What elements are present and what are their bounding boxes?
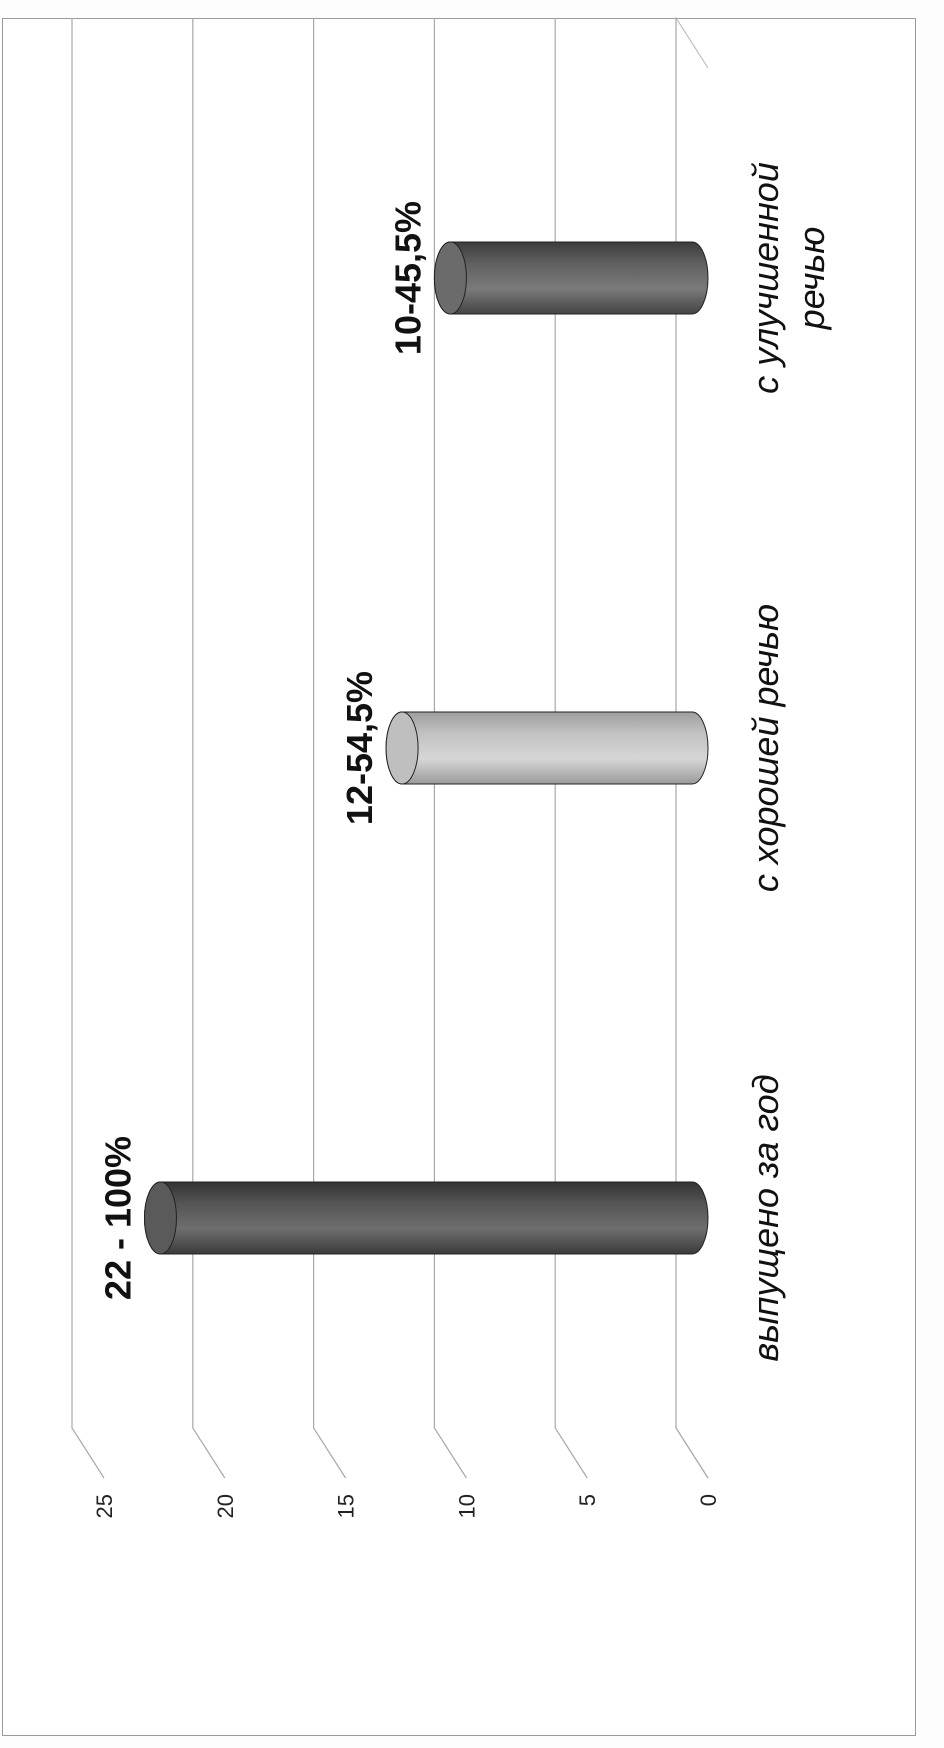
gridline bbox=[675, 18, 709, 1479]
data-label: 12-54,5% bbox=[339, 671, 380, 825]
bars bbox=[143, 241, 709, 1255]
category-label: выпущено за год bbox=[745, 1074, 786, 1361]
bar bbox=[143, 1181, 709, 1255]
bar-top bbox=[385, 711, 419, 785]
bar-body bbox=[433, 241, 709, 315]
category-label: речью bbox=[791, 227, 832, 331]
y-tick-label: 0 bbox=[696, 1494, 721, 1506]
gridline bbox=[313, 18, 347, 1479]
y-axis-tick-labels: 0 5 10 15 20 25 bbox=[92, 1494, 721, 1518]
data-label: 22 - 100% bbox=[97, 1136, 138, 1300]
bar-top bbox=[433, 241, 467, 315]
bar-body bbox=[144, 1181, 709, 1255]
gridlines bbox=[71, 18, 709, 1479]
gridline bbox=[192, 18, 226, 1479]
data-labels: 22 - 100% 12-54,5% 10-45,5% bbox=[97, 201, 428, 1300]
y-tick-label: 10 bbox=[454, 1494, 479, 1518]
plot-area: 0 5 10 15 20 25 22 - 100% 12-54,5% 10-45,5% вып… bbox=[71, 16, 832, 1518]
category-label: с улучшенной bbox=[745, 162, 786, 394]
data-label: 10-45,5% bbox=[387, 201, 428, 355]
y-tick-label: 25 bbox=[92, 1494, 117, 1518]
y-tick-label: 15 bbox=[334, 1494, 359, 1518]
bar bbox=[433, 241, 709, 315]
gridline bbox=[433, 18, 467, 1479]
gridline bbox=[71, 18, 105, 1479]
bar-top bbox=[143, 1181, 177, 1255]
bar-body bbox=[385, 711, 709, 785]
y-tick-label: 20 bbox=[213, 1494, 238, 1518]
gridline bbox=[554, 18, 588, 1479]
bar bbox=[385, 711, 709, 785]
category-labels: выпущено за год с хорошей речью с улучшенн… bbox=[745, 162, 832, 1361]
category-label: с хорошей речью bbox=[745, 604, 786, 892]
y-tick-label: 5 bbox=[575, 1494, 600, 1506]
